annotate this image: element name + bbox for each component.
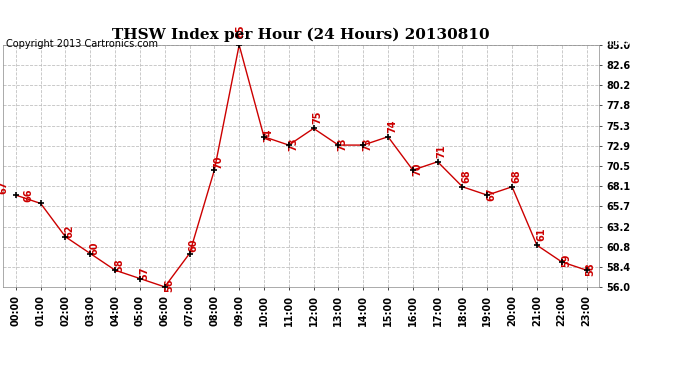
Text: 61: 61 <box>536 228 546 241</box>
Text: 57: 57 <box>139 266 149 280</box>
Text: 73: 73 <box>362 137 373 151</box>
Text: 60: 60 <box>188 238 199 252</box>
Text: 66: 66 <box>23 189 33 202</box>
Text: 68: 68 <box>462 169 472 183</box>
Text: 75: 75 <box>313 111 323 124</box>
Title: THSW Index per Hour (24 Hours) 20130810: THSW Index per Hour (24 Hours) 20130810 <box>112 28 490 42</box>
Text: 73: 73 <box>288 137 298 151</box>
Text: 73: 73 <box>337 137 348 151</box>
Text: Copyright 2013 Cartronics.com: Copyright 2013 Cartronics.com <box>6 39 157 50</box>
Text: 67: 67 <box>0 180 8 194</box>
Text: 85: 85 <box>235 24 246 38</box>
Text: 71: 71 <box>437 144 447 158</box>
Text: 70: 70 <box>213 155 224 169</box>
Text: THSW  (°F): THSW (°F) <box>607 37 671 46</box>
Text: 74: 74 <box>387 119 397 133</box>
Text: 70: 70 <box>412 162 422 176</box>
Text: 68: 68 <box>511 169 521 183</box>
Text: 58: 58 <box>115 258 124 272</box>
Text: 60: 60 <box>90 242 99 255</box>
Text: 56: 56 <box>164 279 174 292</box>
Text: 74: 74 <box>263 129 273 142</box>
Text: 59: 59 <box>561 254 571 267</box>
Text: 58: 58 <box>586 262 595 276</box>
Text: 62: 62 <box>65 225 75 238</box>
Text: 67: 67 <box>486 187 496 201</box>
